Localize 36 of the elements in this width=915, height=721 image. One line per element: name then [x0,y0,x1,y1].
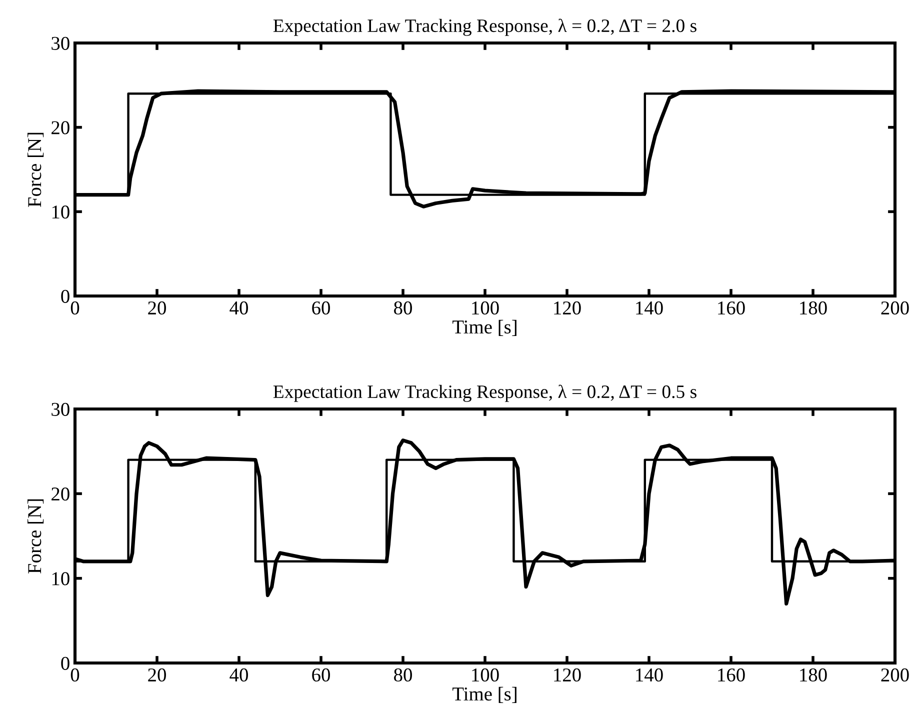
x-tick-label: 100 [472,301,499,315]
x-tick-label: 60 [312,668,330,682]
x-tick-label: 60 [312,301,330,315]
x-tick-label: 80 [394,301,412,315]
y-axis-title: Force [N] [28,132,44,208]
y-tick-label: 20 [52,487,70,501]
x-tick-label: 0 [70,668,80,682]
x-tick-label: 160 [718,301,745,315]
x-tick-label: 100 [472,668,499,682]
x-tick-label: 20 [148,668,166,682]
x-tick-label: 160 [718,668,745,682]
x-tick-label: 180 [800,668,827,682]
chart-title: Expectation Law Tracking Response, λ = 0.2, ΔT = 0.5 s [273,384,696,402]
x-tick-label: 40 [230,301,248,315]
x-axis-title: Time [s] [452,320,516,336]
x-tick-label: 200 [881,668,909,682]
y-tick-label: 20 [52,121,70,134]
x-tick-label: 120 [554,668,581,682]
x-tick-label: 180 [800,301,827,315]
y-tick-label: 10 [52,572,70,586]
y-tick-label: 0 [61,290,70,303]
y-tick-label: 30 [52,402,70,416]
y-tick-label: 10 [52,205,70,219]
x-tick-label: 40 [230,668,248,682]
y-tick-label: 0 [61,656,70,670]
x-tick-label: 80 [394,668,412,682]
y-tick-label: 30 [52,36,70,50]
x-tick-label: 20 [148,301,166,315]
y-axis-title: Force [N] [28,499,44,574]
x-axis-title: Time [s] [452,686,516,703]
x-tick-label: 200 [881,301,909,315]
x-tick-label: 0 [70,301,80,315]
x-tick-label: 120 [554,301,581,315]
chart-title: Expectation Law Tracking Response, λ = 0.2, ΔT = 2.0 s [273,18,696,36]
x-tick-label: 140 [636,301,663,315]
x-tick-label: 140 [636,668,663,682]
